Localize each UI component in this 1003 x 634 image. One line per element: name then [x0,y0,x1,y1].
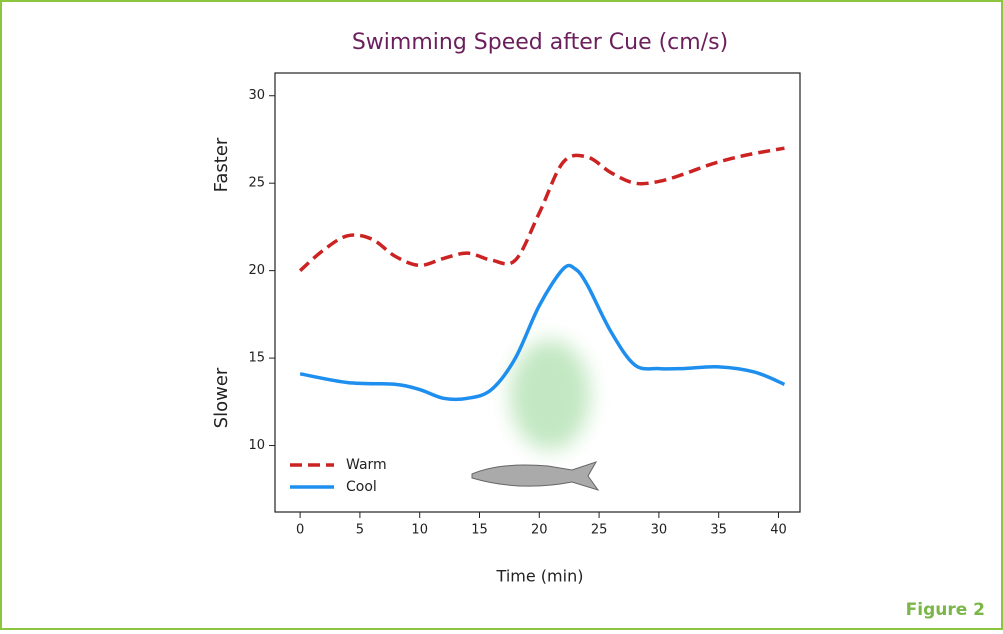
line [299,263,786,402]
y-tick-label: 25 [248,176,265,191]
x-tick-label: 40 [770,523,787,538]
x-tick-label: 20 [531,523,548,538]
plot-frame [274,72,801,513]
y-annotation: Faster [211,137,232,192]
y-tick-label: 10 [248,438,265,453]
x-tick-label: 25 [591,523,608,538]
chart-title: Swimming Speed after Cue (cm/s) [352,30,728,55]
y-annotation: Slower [211,367,232,428]
x-tick-label: 30 [651,523,668,538]
line [298,146,785,272]
x-tick-label: 35 [710,523,727,538]
y-tick-label: 30 [248,88,265,103]
legend-label: Warm [346,457,387,473]
x-tick-label: 5 [356,523,364,538]
legend-label: Cool [346,479,377,495]
x-tick-label: 15 [471,523,488,538]
x-axis-label: Time (min) [496,567,584,586]
x-tick-label: 10 [411,523,428,538]
y-tick-label: 20 [248,263,265,278]
x-tick-label: 0 [296,523,304,538]
y-tick-label: 15 [248,351,265,366]
fish-illustration [471,340,600,491]
figure-label: Figure 2 [906,600,985,620]
